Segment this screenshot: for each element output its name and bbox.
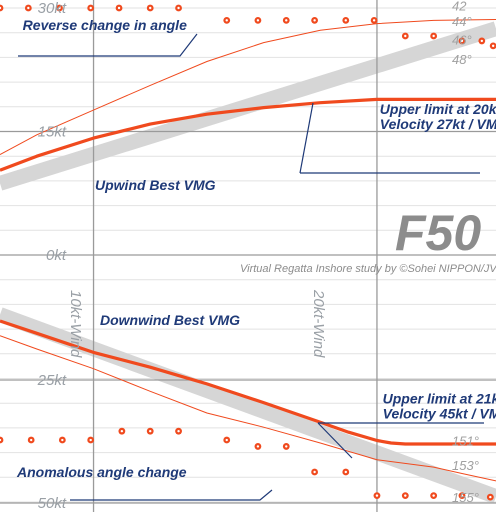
upwind-dot-center [372,19,376,22]
downwind-velocity-line [0,335,496,482]
upwind-angle-label: 46° [452,32,472,47]
brand-logo: F50 [395,205,481,261]
downwind-dot-center [256,445,260,448]
downwind-dot-center [460,494,464,497]
upwind-dot-center [285,19,288,22]
callout-upwind-pointer [299,102,314,174]
downwind-dot-center [177,429,180,433]
downwind-dot-center [61,438,64,442]
downwind-dot-center [149,429,152,433]
upwind-y-tick-label: 15kt [38,124,67,141]
upwind-dot-center [27,6,30,10]
upwind-best-vmg-line [0,97,496,172]
callout-lines [18,33,484,501]
downwind-dot-center [89,438,92,442]
callout-downwind-pointer [317,422,353,459]
note-downwind-velocity: Velocity 45kt / VMG 41kt [383,405,496,421]
downwind-dot-center [0,438,2,442]
note-reverse-change: Reverse change in angle [23,17,187,33]
credit-text: Virtual Regatta Inshore study by ©Sohei … [240,263,496,275]
note-upwind-limit: Upper limit at 20kt wind [380,101,496,117]
downwind-y-tick-label: 50kt [38,495,67,512]
upwind-dot-center [177,6,180,10]
upwind-angle-label: 48° [452,52,472,67]
upwind-trend-band [0,21,496,191]
upwind-dot-center [404,34,407,38]
upwind-dot-center [344,19,347,22]
downwind-dot-center [313,470,316,474]
note-anomalous-change: Anomalous angle change [16,464,187,480]
x-label-20kt: 20kt-Wind [310,289,327,358]
downwind-angle-label: 151° [452,434,479,449]
callout-anomalous [70,489,273,501]
series-lines [0,19,496,482]
upwind-dot-center [149,6,152,10]
x-label-10kt: 10kt-Wind [67,290,84,358]
downwind-dot-center [489,495,492,499]
downwind-title: Downwind Best VMG [100,312,240,328]
downwind-dot-center [225,438,228,442]
upwind-dot-center [313,19,316,22]
upwind-dot-center [491,44,495,48]
upwind-title: Upwind Best VMG [95,177,216,193]
callout-reverse-change [18,33,198,57]
upwind-dot-center [432,34,435,38]
note-upwind-velocity: Velocity 27kt / VMG 19kt [380,116,496,132]
upwind-dot-center [256,19,260,22]
downwind-dot-center [432,494,435,497]
downwind-dot-center [344,470,347,474]
upwind-dot [0,4,4,12]
trend-bands [0,21,496,504]
downwind-dot-center [375,494,379,497]
downwind-dot-center [404,494,407,497]
upwind-dot-center [460,39,464,43]
downwind-y-tick-label: 25kt [37,372,67,389]
downwind-trend-band [0,307,496,504]
upwind-dot-center [58,6,61,10]
upwind-velocity-line [0,19,496,156]
upwind-angle-label: 42 [452,0,467,14]
upwind-y-tick-label: 0kt [46,247,67,264]
upwind-y-tick-label: 30kt [38,0,67,17]
downwind-angle-label: 155° [452,490,479,505]
upwind-dot-center [117,6,121,10]
upwind-dot-center [0,6,2,10]
dot-markers [0,4,496,501]
downwind-dot-center [120,429,124,433]
upwind-dot-center [480,39,484,43]
downwind-angle-label: 153° [452,458,479,473]
downwind-best-vmg-line [0,319,496,446]
downwind-dot [0,436,4,444]
downwind-dot-center [285,445,288,448]
upwind-dot-center [89,6,92,10]
upwind-angle-label: 44° [452,14,472,29]
note-downwind-limit: Upper limit at 21kt wind [383,391,496,407]
upwind-dot-center [225,19,228,22]
downwind-dot-center [29,438,33,442]
